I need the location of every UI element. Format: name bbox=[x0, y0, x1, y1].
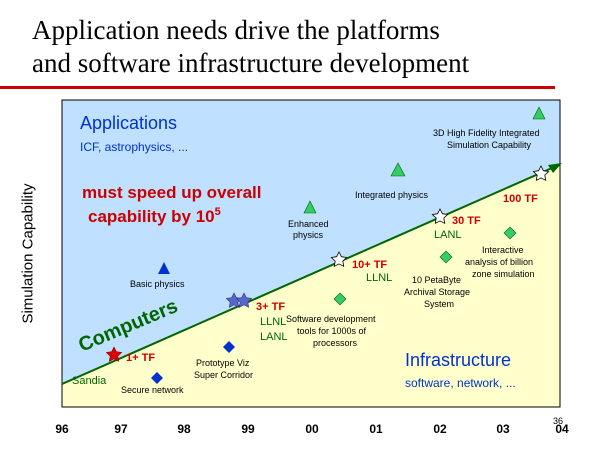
llnl-lanl-label-line: LLNL bbox=[260, 316, 286, 328]
integrated-physics-label: Integrated physics bbox=[355, 190, 429, 200]
secure-network-label: Secure network bbox=[121, 385, 184, 395]
integrated-physics-triangle-icon bbox=[390, 162, 406, 177]
enhanced-physics-label-line: physics bbox=[293, 230, 324, 240]
sandia-label: Sandia bbox=[72, 375, 107, 387]
software-tools-label-line: tools for 1000s of bbox=[297, 326, 367, 336]
viz-corridor-label-line: Super Corridor bbox=[194, 370, 253, 380]
speedup-callout-text: capability by 10 bbox=[88, 207, 215, 226]
infrastructure-title: Infrastructure bbox=[405, 350, 511, 370]
petabyte-storage-label: 10 PetaByte Archival Storage System bbox=[404, 275, 470, 309]
plot-frame bbox=[61, 99, 561, 408]
applications-title: Applications bbox=[80, 113, 177, 133]
applications-region bbox=[62, 100, 560, 384]
x-tick: 03 bbox=[496, 422, 510, 436]
speedup-callout-exponent: 5 bbox=[215, 206, 221, 218]
basic-physics-label: Basic physics bbox=[130, 279, 185, 289]
petabyte-storage-label-line: Archival Storage bbox=[404, 287, 470, 297]
applications-subtitle: ICF, astrophysics, ... bbox=[80, 140, 188, 154]
enhanced-physics-triangle-icon bbox=[303, 200, 317, 214]
100tf-label: 100 TF bbox=[503, 193, 538, 205]
x-tick: 04 bbox=[555, 422, 569, 436]
30tf-star-icon bbox=[431, 208, 449, 225]
30tf-label: 30 TF bbox=[452, 215, 481, 227]
30tf-site-label: LANL bbox=[434, 229, 462, 241]
secure-network-diamond-icon bbox=[151, 372, 163, 384]
viz-corridor-diamond-icon bbox=[223, 341, 235, 353]
enhanced-physics-label: Enhanced physics bbox=[288, 219, 329, 240]
3tf-star-icon-2 bbox=[235, 292, 253, 308]
10tf-star-icon bbox=[330, 251, 348, 268]
billion-zone-label: Interactive analysis of billion zone simul… bbox=[465, 245, 535, 279]
llnl-lanl-label-line: LANL bbox=[260, 331, 288, 343]
viz-corridor-label-line: Prototype Viz bbox=[196, 358, 250, 368]
software-tools-label-line: Software development bbox=[286, 314, 376, 324]
software-tools-label: Software development tools for 1000s of pr… bbox=[286, 314, 376, 348]
trend-arrowhead bbox=[548, 163, 562, 173]
title-line-1: Application needs drive the platforms bbox=[32, 15, 440, 45]
speedup-callout-line1: must speed up overall bbox=[82, 183, 262, 202]
title-line-2: and software infrastructure development bbox=[32, 48, 470, 78]
x-tick: 01 bbox=[369, 422, 383, 436]
x-tick: 96 bbox=[55, 422, 69, 436]
x-tick: 02 bbox=[433, 422, 447, 436]
enhanced-physics-label-line: Enhanced bbox=[288, 219, 329, 229]
trend-line bbox=[61, 167, 553, 385]
1tf-star-icon bbox=[105, 346, 123, 362]
x-tick: 00 bbox=[305, 422, 319, 436]
3d-high-fidelity-label: 3D High Fidelity Integrated Simulation Ca… bbox=[433, 128, 540, 150]
1tf-label: 1+ TF bbox=[126, 352, 155, 364]
x-tick: 99 bbox=[241, 422, 255, 436]
3d-high-fidelity-label-line: Simulation Capability bbox=[447, 140, 532, 150]
software-tools-label-line: processors bbox=[313, 338, 358, 348]
billion-zone-label-line: analysis of billion bbox=[465, 257, 533, 267]
x-tick: 97 bbox=[114, 422, 128, 436]
3tf-label: 3+ TF bbox=[256, 301, 285, 313]
petabyte-storage-label-line: System bbox=[424, 299, 454, 309]
10tf-site-label: LLNL bbox=[366, 272, 392, 284]
billion-zone-label-line: Interactive bbox=[482, 245, 524, 255]
speedup-callout-line2: capability by 105 bbox=[88, 206, 221, 226]
petabyte-storage-label-line: 10 PetaByte bbox=[412, 275, 461, 285]
slide-title: Application needs drive the platforms an… bbox=[32, 14, 592, 80]
infrastructure-region bbox=[62, 164, 560, 407]
basic-physics-triangle-icon bbox=[158, 262, 170, 274]
viz-corridor-label: Prototype Viz Super Corridor bbox=[194, 358, 253, 380]
page-number: 36 bbox=[553, 416, 563, 426]
llnl-lanl-label: LLNL LANL bbox=[260, 316, 288, 343]
10tf-label: 10+ TF bbox=[352, 259, 387, 271]
3d-high-fidelity-label-line: 3D High Fidelity Integrated bbox=[433, 128, 540, 138]
billion-zone-diamond-icon bbox=[503, 226, 517, 240]
infrastructure-subtitle: software, network, ... bbox=[405, 376, 516, 390]
billion-zone-label-line: zone simulation bbox=[472, 269, 535, 279]
100tf-star-icon bbox=[532, 165, 550, 182]
title-underline bbox=[0, 86, 555, 89]
petabyte-storage-diamond-icon bbox=[439, 250, 453, 264]
x-tick: 98 bbox=[177, 422, 191, 436]
software-tools-diamond-icon bbox=[333, 292, 347, 306]
3d-high-fidelity-triangle-icon bbox=[532, 106, 546, 120]
